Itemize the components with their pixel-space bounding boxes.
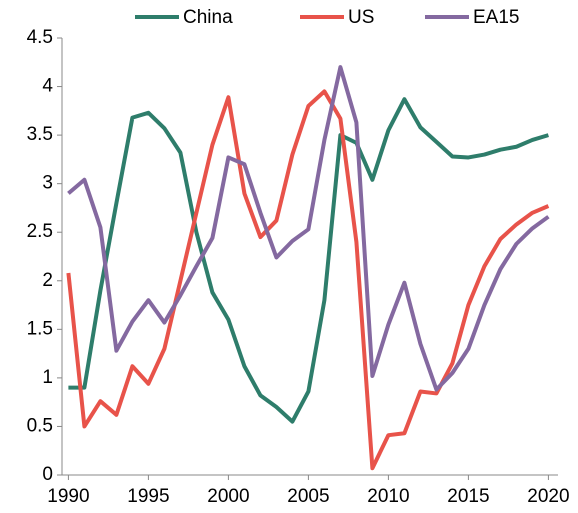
- x-tick-label: 2015: [447, 486, 489, 507]
- y-tick-label: 0: [42, 464, 53, 485]
- y-tick-label: 4.5: [27, 27, 53, 48]
- line-series: [67, 65, 550, 392]
- y-tick-label: 2.5: [27, 221, 53, 242]
- legend-label: US: [348, 7, 374, 28]
- x-tick-label: 2010: [367, 486, 409, 507]
- legend-label: China: [183, 7, 233, 28]
- line-series: [68, 97, 549, 424]
- line-series: [66, 89, 550, 471]
- x-tick-label: 2005: [287, 486, 329, 507]
- x-tick-label: 2000: [207, 486, 249, 507]
- y-tick-label: 1.5: [27, 318, 53, 339]
- y-tick-label: 3.5: [27, 124, 53, 145]
- y-tick-label: 2: [42, 270, 53, 291]
- legend-label: EA15: [473, 7, 519, 28]
- x-tick-label: 2020: [527, 486, 569, 507]
- y-tick-label: 3: [42, 173, 53, 194]
- y-tick-label: 0.5: [27, 415, 53, 436]
- y-tick-label: 4: [42, 76, 53, 97]
- y-tick-label: 1: [42, 367, 53, 388]
- x-tick-label: 1995: [127, 486, 169, 507]
- x-tick-label: 1990: [47, 486, 89, 507]
